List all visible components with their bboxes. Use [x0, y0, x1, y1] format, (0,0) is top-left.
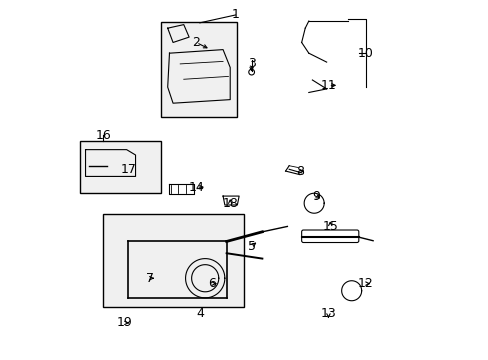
FancyBboxPatch shape	[301, 230, 358, 243]
Bar	[160, 22, 237, 117]
Bar	[103, 214, 244, 307]
Text: 12: 12	[357, 277, 373, 290]
Text: 11: 11	[320, 79, 336, 92]
Text: 5: 5	[247, 240, 255, 253]
Text: 19: 19	[117, 316, 132, 329]
Text: 16: 16	[95, 129, 111, 142]
Text: 8: 8	[295, 165, 303, 177]
Text: 4: 4	[196, 307, 203, 320]
Text: 3: 3	[247, 57, 255, 71]
Text: 7: 7	[145, 272, 154, 285]
Text: 18: 18	[222, 197, 238, 210]
Text: 2: 2	[192, 36, 200, 49]
Bar	[80, 141, 160, 193]
Text: 14: 14	[188, 181, 203, 194]
Text: 10: 10	[357, 47, 373, 60]
Text: 13: 13	[320, 307, 336, 320]
Text: 17: 17	[120, 163, 136, 176]
Text: 15: 15	[322, 220, 338, 233]
Text: 9: 9	[311, 190, 319, 203]
Text: 1: 1	[231, 9, 239, 22]
Text: 6: 6	[208, 277, 216, 290]
